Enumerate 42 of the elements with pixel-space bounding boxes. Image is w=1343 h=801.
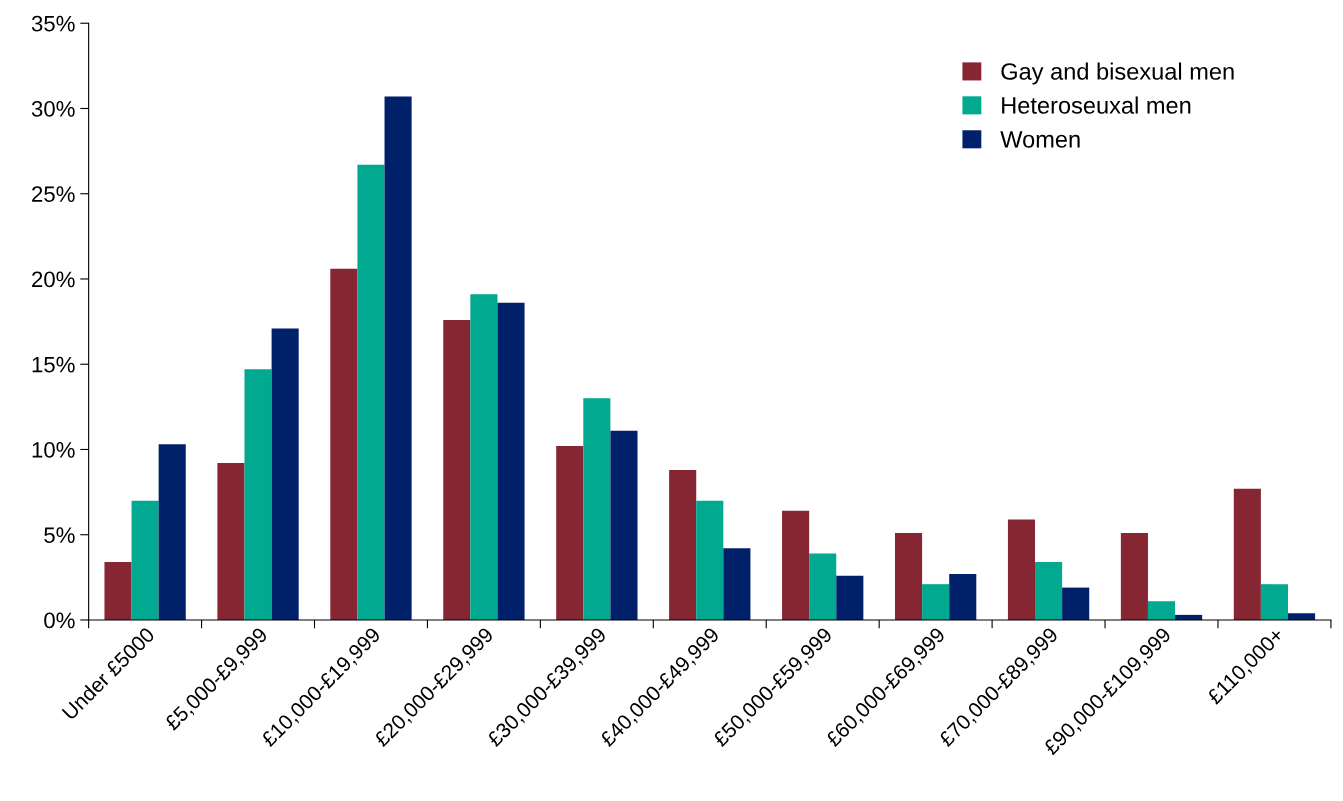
y-tick-label: 35% [31,15,75,32]
bar [949,573,977,620]
bar [131,500,159,620]
bar [836,575,864,620]
bar [271,328,299,620]
y-tick-label: 30% [31,101,75,117]
legend-label: Gay and bisexual men [1001,62,1234,85]
bar [1120,533,1148,620]
bar [1062,587,1090,620]
bar [723,548,751,620]
bar [1260,584,1288,620]
y-tick-label: 15% [32,356,75,373]
y-tick-label: 20% [32,271,75,288]
bar [217,463,245,620]
bar [330,268,358,620]
bar [1007,519,1036,620]
bar [583,398,611,620]
bar [497,302,525,620]
bar [357,164,385,620]
bar [1147,601,1176,620]
bar [244,369,272,620]
bar [669,469,697,620]
bar [556,446,584,620]
bar [443,319,471,620]
bar [158,444,186,620]
bar [470,294,498,620]
y-tick-label: 10% [32,442,75,458]
y-tick-label: 0% [44,612,75,629]
legend-label: Women [1000,131,1080,148]
legend-label: Heteroseuxal men [1002,96,1191,114]
bar [1035,562,1063,620]
bar [782,510,810,620]
bar [922,584,950,620]
bar [104,562,132,620]
y-tick-label: 5% [44,527,75,543]
y-tick-label: 25% [32,186,75,202]
bar [384,96,412,620]
bar [894,533,923,620]
bar [610,430,638,620]
bar [1233,488,1261,620]
bar [696,500,724,620]
bar [809,553,837,620]
